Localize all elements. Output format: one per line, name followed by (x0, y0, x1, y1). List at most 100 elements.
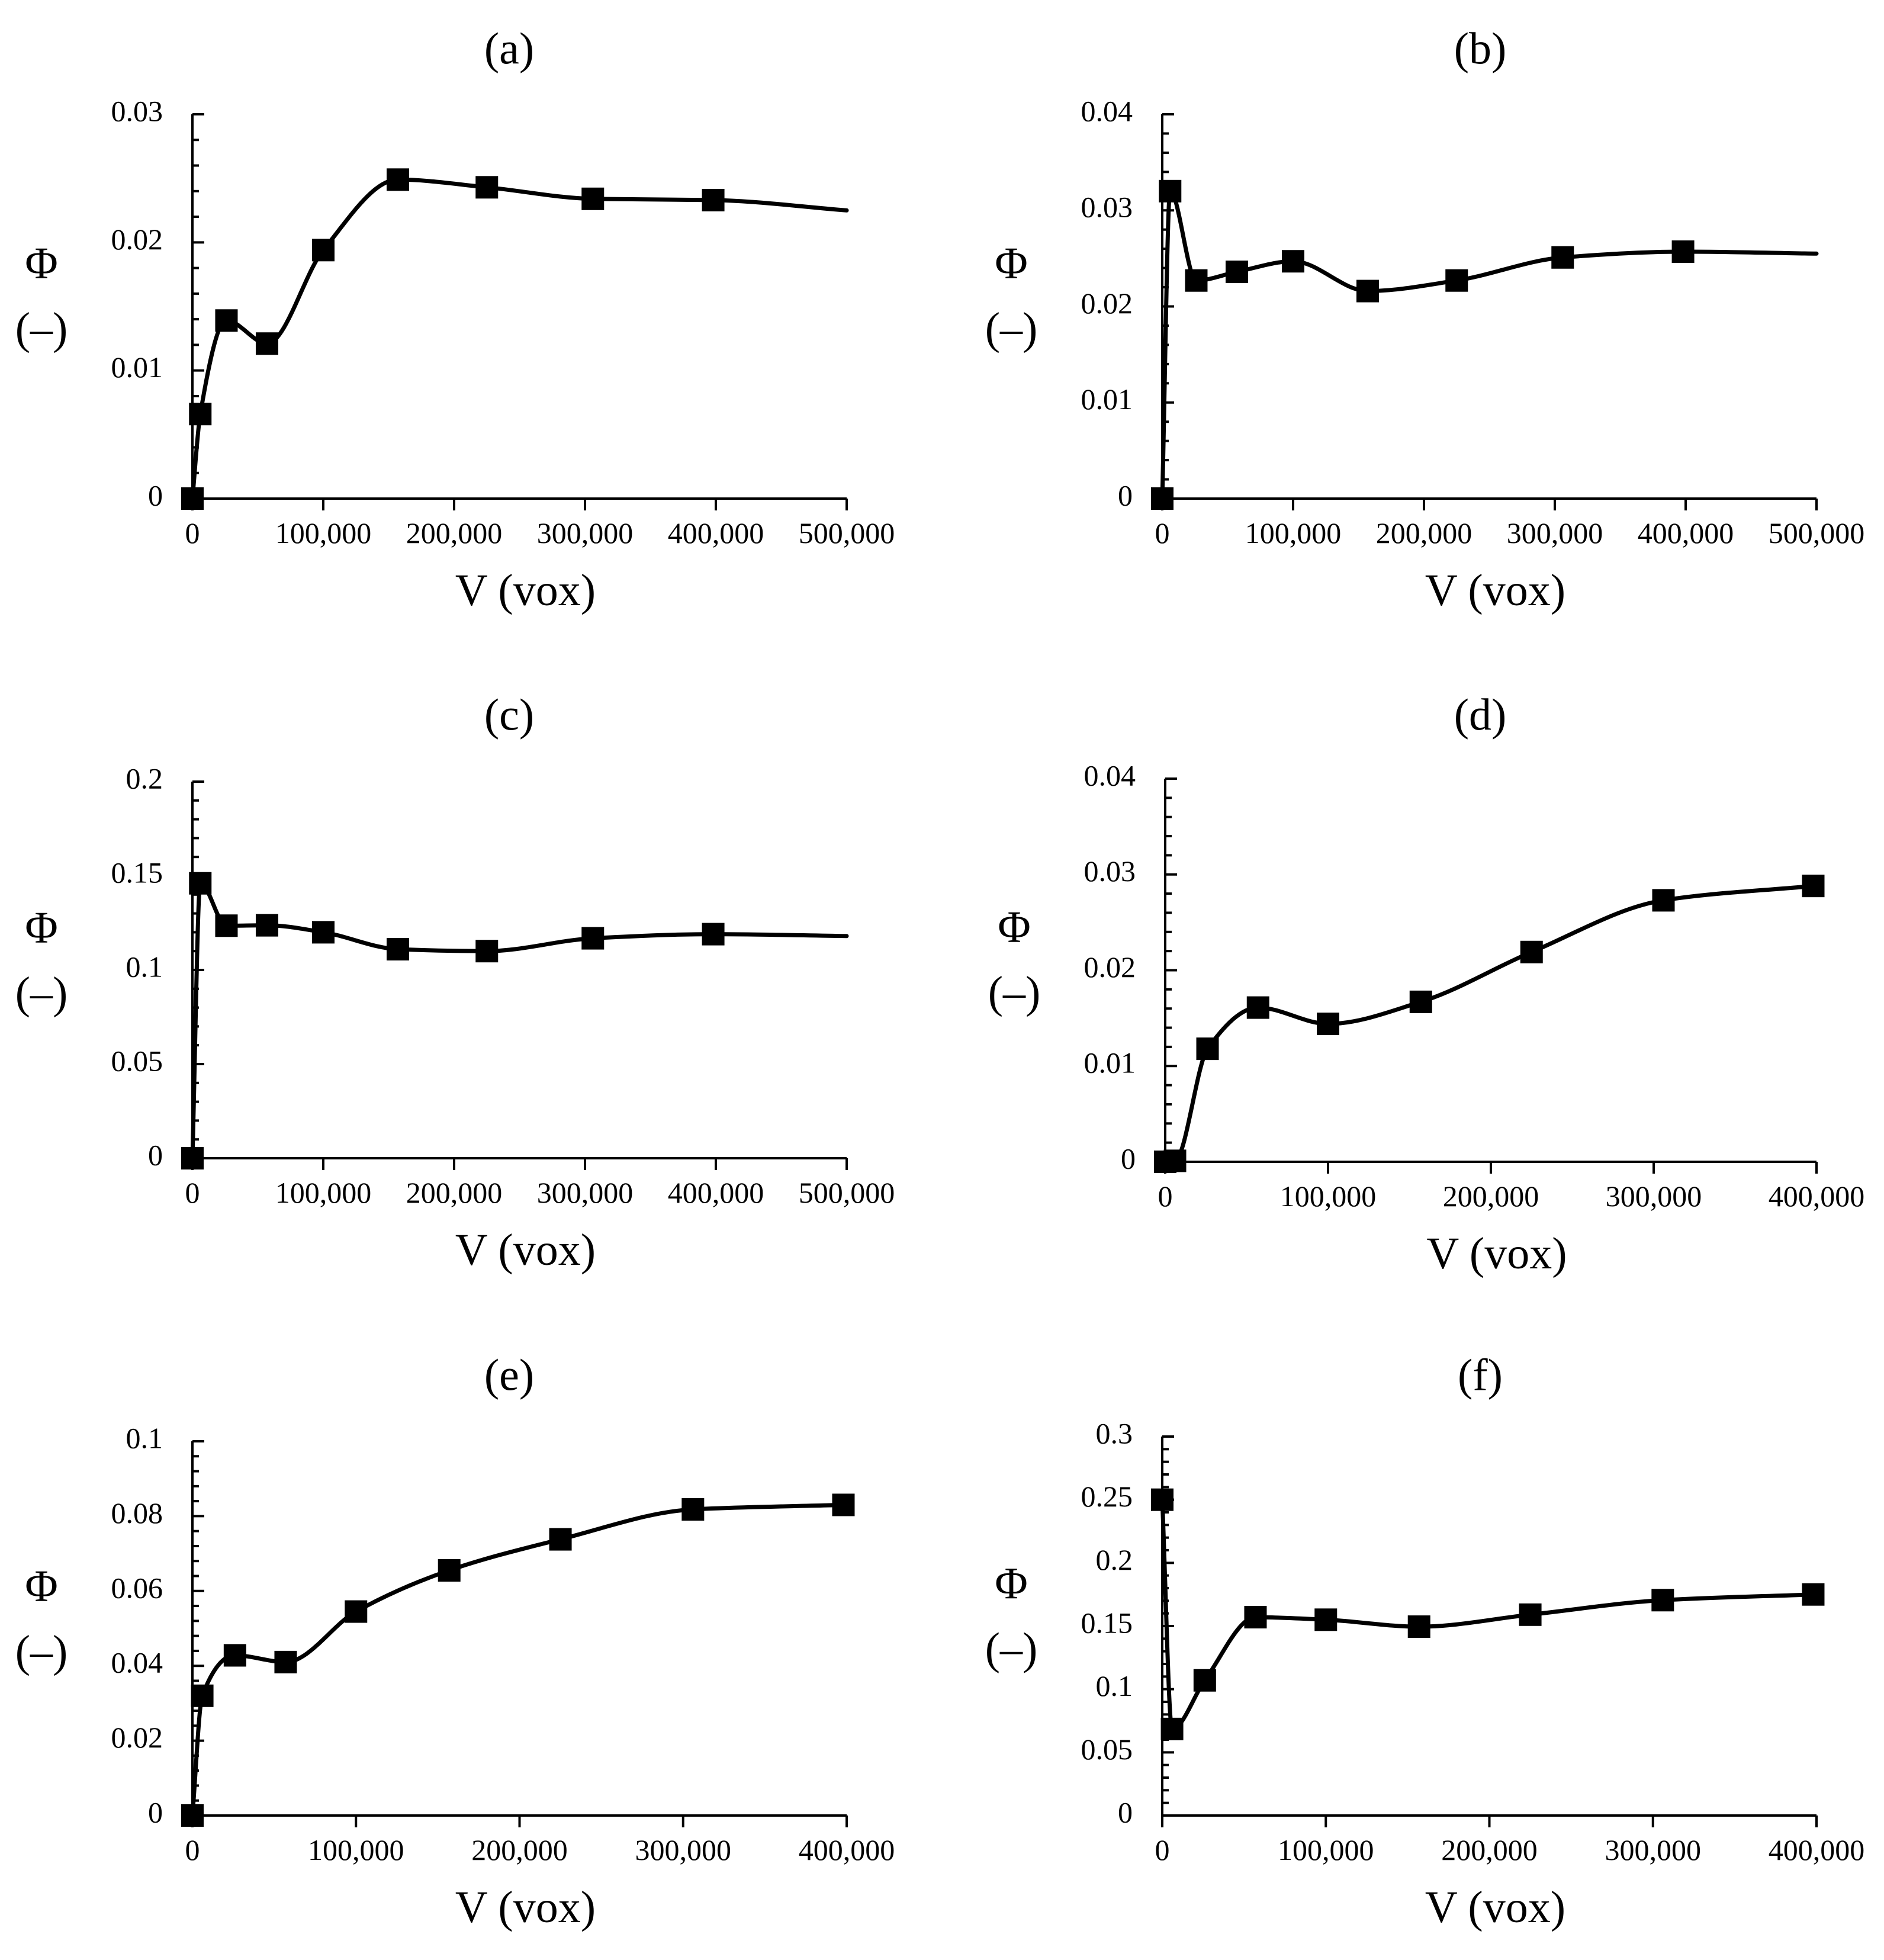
series-line (190, 177, 849, 501)
x-tick-label: 0 (1158, 1180, 1173, 1213)
x-tick-label: 300,000 (537, 516, 634, 550)
x-tick-label: 0 (185, 516, 200, 550)
x-axis-title: V (vox) (455, 1882, 596, 1932)
y-axis-title-symbol: Φ (25, 239, 58, 288)
panel-label: (d) (1454, 690, 1507, 740)
x-tick-label: 300,000 (635, 1833, 732, 1866)
data-point-marker (1244, 1606, 1267, 1629)
y-tick-label: 0.04 (1084, 759, 1136, 792)
y-tick-label: 0.2 (1096, 1543, 1133, 1576)
y-axis-title-unit: (–) (15, 968, 68, 1018)
data-point-marker (1519, 1603, 1542, 1626)
data-point-marker (1802, 875, 1825, 898)
x-axis-title: V (vox) (455, 1225, 596, 1275)
x-tick-label: 100,000 (1245, 516, 1342, 550)
data-point-marker (386, 168, 409, 191)
chart-panel-f: (f) 0 0.05 0.1 0.15 0.2 0.25 0.3 0 100,000 200,000… (985, 1350, 1865, 1932)
x-tick-label: 200,000 (406, 516, 503, 550)
x-axis-title: V (vox) (1425, 565, 1565, 615)
data-point-marker (1282, 250, 1304, 273)
data-point-marker (255, 332, 278, 355)
data-point-marker (1407, 1615, 1430, 1638)
data-point-marker (1651, 1589, 1674, 1612)
data-point-marker (438, 1559, 461, 1582)
x-tick-label: 500,000 (1769, 516, 1865, 550)
chart-panel-d: (d) 0 0.01 0.02 0.03 0.04 0 100,000 200,000 300,0… (988, 690, 1865, 1278)
data-point-marker (475, 940, 499, 963)
y-tick-label: 0 (1118, 478, 1133, 512)
y-tick-label: 0.01 (111, 351, 163, 384)
data-point-marker (1356, 279, 1379, 303)
y-tick-label: 0 (148, 1138, 163, 1171)
x-tick-label: 100,000 (1278, 1833, 1374, 1866)
y-tick-label: 0.05 (111, 1044, 163, 1077)
data-point-marker (1246, 996, 1269, 1019)
chart-panel-c: (c) 0 0.05 0.1 0.15 0.2 0 100,000 200,000 300,000… (15, 690, 895, 1275)
data-point-marker (1193, 1669, 1216, 1692)
y-tick-label: 0.15 (1081, 1606, 1133, 1639)
x-tick-label: 300,000 (1605, 1833, 1702, 1866)
x-tick-label: 200,000 (1443, 1180, 1539, 1213)
chart-panel-b: (b) 0 0.01 0.02 0.03 0.04 0 100,000 200,000 300,0… (985, 24, 1865, 615)
panel-label: (f) (1458, 1350, 1503, 1400)
data-point-marker (189, 872, 212, 895)
y-axis-title-unit: (–) (985, 304, 1038, 354)
y-axis-title-symbol: Φ (25, 903, 58, 953)
data-point-marker (274, 1650, 297, 1673)
data-point-marker (1445, 269, 1468, 292)
data-point-marker (1314, 1608, 1338, 1631)
y-tick-label: 0.2 (126, 761, 163, 795)
x-tick-label: 100,000 (275, 516, 372, 550)
y-axis-title-unit: (–) (985, 1624, 1038, 1673)
x-tick-label: 100,000 (1280, 1180, 1377, 1213)
x-tick-label: 0 (1155, 1833, 1170, 1866)
y-tick-label: 0 (1121, 1142, 1136, 1175)
y-tick-label: 0.02 (1081, 287, 1133, 320)
x-tick-label: 100,000 (275, 1176, 372, 1209)
data-point-marker (1151, 487, 1174, 510)
data-point-marker (1160, 1717, 1184, 1740)
data-point-marker (1551, 246, 1574, 269)
data-point-marker (702, 923, 725, 946)
data-point-marker (1802, 1583, 1825, 1606)
x-tick-label: 200,000 (1376, 516, 1473, 550)
y-tick-label: 0.25 (1081, 1480, 1133, 1513)
x-tick-label: 0 (1155, 516, 1170, 550)
data-point-marker (475, 176, 499, 199)
data-point-marker (1225, 261, 1248, 284)
x-tick-label: 500,000 (799, 1176, 895, 1209)
data-point-marker (1159, 179, 1182, 203)
x-axis-title: V (vox) (455, 565, 596, 615)
y-tick-label: 0.04 (1081, 94, 1133, 127)
y-tick-label: 0 (148, 478, 163, 512)
data-point-marker (312, 921, 335, 944)
x-tick-label: 400,000 (1638, 516, 1734, 550)
y-tick-label: 0.02 (111, 223, 163, 256)
y-tick-label: 0.02 (111, 1721, 163, 1754)
data-point-marker (181, 487, 204, 510)
data-point-marker (189, 403, 212, 426)
data-point-marker (1196, 1037, 1219, 1061)
data-point-marker (1520, 940, 1543, 963)
x-tick-label: 300,000 (1507, 516, 1603, 550)
data-point-marker (1163, 1149, 1187, 1172)
y-tick-label: 0.08 (111, 1496, 163, 1530)
data-point-marker (832, 1493, 855, 1516)
x-tick-label: 200,000 (1441, 1833, 1538, 1866)
y-tick-label: 0 (148, 1795, 163, 1829)
data-point-marker (581, 927, 605, 950)
y-tick-label: 0.03 (1081, 191, 1133, 224)
y-tick-label: 0.1 (126, 1421, 163, 1454)
y-tick-label: 0.1 (1096, 1669, 1133, 1702)
panel-label: (e) (484, 1350, 534, 1400)
y-tick-label: 0.04 (111, 1646, 163, 1679)
x-tick-label: 200,000 (406, 1176, 503, 1209)
data-point-marker (181, 1147, 204, 1169)
chart-panel-e: (e) 0 0.02 0.04 0.06 0.08 0.1 0 100,000 200,000 30… (15, 1350, 895, 1932)
data-point-marker (549, 1528, 572, 1551)
x-axis-title: V (vox) (1425, 1882, 1565, 1932)
y-tick-label: 0.01 (1081, 383, 1133, 416)
data-point-marker (312, 239, 335, 262)
y-tick-label: 0.06 (111, 1571, 163, 1604)
